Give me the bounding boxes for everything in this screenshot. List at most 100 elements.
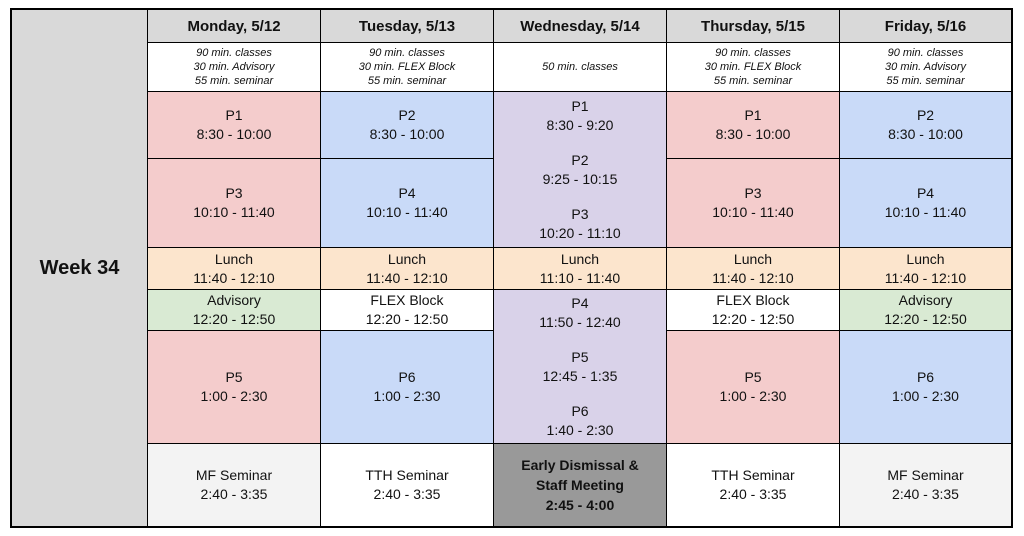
header-wednesday: Wednesday, 5/14 [493, 9, 667, 43]
period-name: Advisory [207, 292, 261, 308]
period-time: 12:20 - 12:50 [192, 311, 276, 327]
thursday-p5: P5 1:00 - 2:30 [666, 330, 840, 444]
note-line: 50 min. classes [542, 61, 618, 73]
period-name: P4 [916, 185, 935, 201]
period-time: 2:40 - 3:35 [719, 486, 787, 502]
period-name: P2 [398, 107, 416, 123]
period-time: 11:40 - 12:10 [366, 269, 448, 286]
schedule-table: Week 34 Monday, 5/12 Tuesday, 5/13 Wedne… [10, 8, 1013, 528]
week-label-text: Week 34 [39, 256, 120, 279]
period-name: FLEX Block [716, 292, 790, 308]
period-name: P6 [916, 369, 935, 385]
monday-p5: P5 1:00 - 2:30 [147, 330, 321, 444]
period-time: 11:10 - 11:40 [539, 269, 621, 286]
thursday-lunch: Lunch 11:40 - 12:10 [666, 247, 840, 290]
tuesday-p4: P4 10:10 - 11:40 [320, 158, 494, 248]
tuesday-p6: P6 1:00 - 2:30 [320, 330, 494, 444]
period-name: P4 [571, 294, 589, 311]
period-time: 1:00 - 2:30 [892, 388, 959, 404]
monday-p1: P1 8:30 - 10:00 [147, 91, 321, 159]
monday-lunch: Lunch 11:40 - 12:10 [147, 247, 321, 290]
thursday-flex: FLEX Block 12:20 - 12:50 [666, 289, 840, 331]
period-time: 10:20 - 11:10 [539, 224, 621, 241]
period-time: 12:20 - 12:50 [365, 311, 449, 327]
friday-p2: P2 8:30 - 10:00 [839, 91, 1012, 159]
note-line: 90 min. classes [196, 47, 272, 59]
period-name: Advisory [898, 292, 953, 308]
period-name: P5 [571, 348, 589, 365]
period-name: P3 [744, 185, 762, 201]
period-name: Lunch [906, 250, 945, 267]
notes-thursday: 90 min. classes 30 min. FLEX Block 55 mi… [666, 42, 840, 92]
period-time: 9:25 - 10:15 [542, 170, 618, 187]
wednesday-p5: P5 12:45 - 1:35 [543, 348, 618, 386]
monday-advisory: Advisory 12:20 - 12:50 [147, 289, 321, 331]
period-time: 8:30 - 10:00 [369, 126, 445, 142]
dismissal-line1: Early Dismissal & [521, 457, 639, 473]
header-friday: Friday, 5/16 [839, 9, 1012, 43]
wednesday-afternoon-block: P4 11:50 - 12:40 P5 12:45 - 1:35 P6 1:40… [493, 289, 667, 444]
period-name: Lunch [560, 250, 600, 267]
period-time: 11:40 - 12:10 [884, 269, 967, 286]
period-name: P1 [744, 107, 762, 123]
dismissal-line2: Staff Meeting [536, 477, 624, 493]
note-line: 30 min. Advisory [193, 61, 275, 73]
note-line: 90 min. classes [715, 47, 791, 59]
period-time: 1:00 - 2:30 [719, 388, 787, 404]
period-name: P6 [398, 369, 416, 385]
period-time: 12:20 - 12:50 [884, 311, 967, 327]
period-time: 10:10 - 11:40 [193, 204, 275, 220]
wednesday-p3: P3 10:20 - 11:10 [539, 205, 620, 243]
tuesday-flex: FLEX Block 12:20 - 12:50 [320, 289, 494, 331]
period-name: P3 [225, 185, 243, 201]
period-time: 8:30 - 9:20 [546, 116, 614, 133]
period-time: 8:30 - 10:00 [715, 126, 791, 142]
header-thursday-text: Thursday, 5/15 [701, 17, 805, 35]
period-name: P1 [571, 97, 589, 114]
period-name: TTH Seminar [365, 467, 449, 483]
note-line: 30 min. Advisory [885, 61, 966, 73]
period-time: 10:10 - 11:40 [366, 204, 448, 220]
friday-p6: P6 1:00 - 2:30 [839, 330, 1012, 444]
period-name: TTH Seminar [711, 467, 795, 483]
period-name: P5 [225, 369, 243, 385]
period-time: 10:10 - 11:40 [884, 204, 967, 220]
wednesday-early-dismissal: Early Dismissal & Staff Meeting 2:45 - 4… [493, 443, 667, 527]
note-line: 30 min. FLEX Block [358, 61, 456, 73]
period-time: 11:40 - 12:10 [193, 269, 275, 286]
period-time: 8:30 - 10:00 [888, 126, 963, 142]
wednesday-p1: P1 8:30 - 9:20 [547, 97, 614, 135]
period-name: P5 [744, 369, 762, 385]
friday-seminar: MF Seminar 2:40 - 3:35 [839, 443, 1012, 527]
period-name: P1 [225, 107, 243, 123]
note-line: 90 min. classes [369, 47, 445, 59]
wednesday-morning-block: P1 8:30 - 9:20 P2 9:25 - 10:15 P3 10:20 … [493, 91, 667, 248]
period-time: 8:30 - 10:00 [196, 126, 272, 142]
wednesday-p4: P4 11:50 - 12:40 [539, 294, 620, 332]
period-time: 2:40 - 3:35 [200, 486, 268, 502]
period-time: 12:45 - 1:35 [542, 367, 618, 384]
friday-p4: P4 10:10 - 11:40 [839, 158, 1012, 248]
monday-p3: P3 10:10 - 11:40 [147, 158, 321, 248]
header-tuesday-text: Tuesday, 5/13 [358, 17, 456, 35]
note-line: 55 min. seminar [367, 75, 447, 87]
period-time: 12:20 - 12:50 [711, 311, 795, 327]
period-time: 1:00 - 2:30 [200, 388, 268, 404]
period-time: 11:40 - 12:10 [712, 269, 794, 286]
monday-seminar: MF Seminar 2:40 - 3:35 [147, 443, 321, 527]
period-name: MF Seminar [887, 467, 964, 483]
tuesday-lunch: Lunch 11:40 - 12:10 [320, 247, 494, 290]
dismissal-time: 2:45 - 4:00 [545, 497, 615, 513]
period-time: 1:40 - 2:30 [546, 421, 614, 438]
wednesday-p2: P2 9:25 - 10:15 [543, 151, 618, 189]
period-name: Lunch [733, 250, 773, 267]
friday-lunch: Lunch 11:40 - 12:10 [839, 247, 1012, 290]
period-name: FLEX Block [370, 292, 444, 308]
week-label: Week 34 [11, 9, 148, 527]
thursday-seminar: TTH Seminar 2:40 - 3:35 [666, 443, 840, 527]
wednesday-lunch: Lunch 11:10 - 11:40 [493, 247, 667, 290]
header-tuesday: Tuesday, 5/13 [320, 9, 494, 43]
period-name: Lunch [387, 250, 427, 267]
period-name: P6 [571, 402, 589, 419]
period-name: P2 [916, 107, 935, 123]
